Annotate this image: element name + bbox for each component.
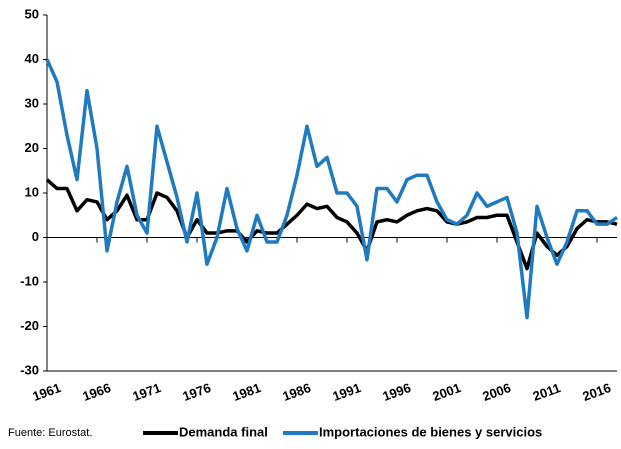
y-tick-label: 50: [25, 6, 39, 21]
series-line: [45, 178, 618, 271]
y-tick-label: -10: [20, 273, 39, 288]
legend-label: Importaciones de bienes y servicios: [319, 424, 542, 439]
series-line: [45, 58, 618, 320]
x-tick-label: 1996: [380, 380, 412, 404]
x-tick-label: 2011: [531, 380, 563, 404]
y-tick-label: 20: [25, 140, 39, 155]
x-tick-label: 1976: [180, 380, 212, 404]
x-tick-label: 1966: [80, 380, 112, 404]
source-note: Fuente: Eurostat.: [8, 427, 92, 439]
y-tick-label: 40: [25, 51, 39, 66]
y-tick-label: -30: [20, 362, 39, 377]
y-tick-label: 30: [25, 95, 39, 110]
x-tick-label: 1981: [230, 380, 262, 404]
x-tick-label: 2006: [480, 380, 512, 404]
y-tick-label: -20: [20, 318, 39, 333]
y-tick-label: 10: [25, 184, 39, 199]
x-tick-label: 1986: [280, 380, 312, 404]
x-tick-label: 1971: [130, 380, 162, 404]
y-tick-label: 0: [32, 229, 39, 244]
x-tick-label: 2001: [430, 380, 462, 404]
x-tick-label: 2016: [580, 380, 612, 404]
x-tick-label: 1991: [330, 380, 362, 404]
x-tick-label: 1961: [30, 380, 62, 404]
legend-label: Demanda final: [179, 424, 268, 439]
